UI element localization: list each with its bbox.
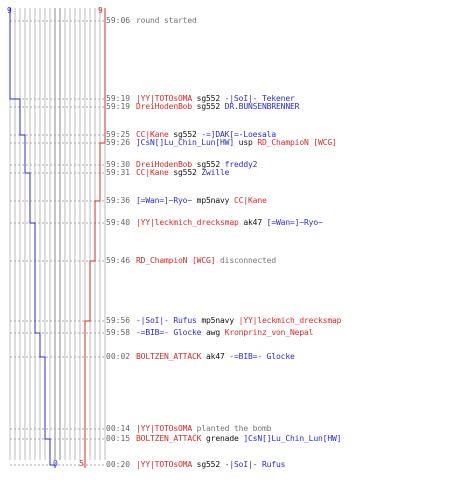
event-note: planted the bomb bbox=[192, 424, 272, 433]
player-name: ]CsN[]Lu_Chin_Lun[HW] bbox=[136, 138, 234, 147]
player-name: -|SoI|- Rufus bbox=[136, 316, 197, 325]
player-name: [=Wan=]~Ryo~ bbox=[266, 218, 323, 227]
event-row: DreiHodenBob sg552 DR.BUNSENBRENNER bbox=[136, 102, 299, 112]
player-name: -=BIB=- Glocke bbox=[136, 328, 202, 337]
weapon-label: awg bbox=[201, 328, 225, 337]
team-b-alive-line bbox=[84, 8, 106, 468]
event-row: CC|Kane sg552 Zwille bbox=[136, 168, 229, 178]
event-time: 59:06 bbox=[106, 16, 131, 25]
player-name: -|SoI|- Tekener bbox=[224, 94, 295, 103]
player-name: DreiHodenBob bbox=[136, 102, 192, 111]
event-time: 59:31 bbox=[106, 168, 131, 177]
player-name: BOLTZEN_ATTACK bbox=[136, 352, 202, 361]
team-b-start-count: 9 bbox=[98, 6, 103, 15]
player-name: |YY|leckmich_drecksmap bbox=[238, 316, 342, 325]
player-name: -|SoI|- Rufus bbox=[224, 460, 286, 469]
event-row: BOLTZEN_ATTACK ak47 -=BIB=- Glocke bbox=[136, 352, 295, 362]
weapon-label: usp bbox=[234, 138, 258, 147]
player-name: DreiHodenBob bbox=[136, 160, 192, 169]
player-name: RD_ChampioN [WCG] bbox=[136, 256, 216, 265]
weapon-label: mp5navy bbox=[196, 316, 239, 325]
event-row: round started bbox=[136, 16, 197, 26]
player-name: [=Wan=]~Ryo~ bbox=[136, 196, 192, 205]
weapon-label: sg552 bbox=[192, 94, 225, 103]
event-time: 59:25 bbox=[106, 130, 131, 139]
event-row: BOLTZEN_ATTACK grenade ]CsN[]Lu_Chin_Lun… bbox=[136, 434, 341, 444]
player-name: BOLTZEN_ATTACK bbox=[136, 434, 202, 443]
player-name: ]CsN[]Lu_Chin_Lun[HW] bbox=[243, 434, 342, 443]
weapon-label: mp5navy bbox=[192, 196, 234, 205]
player-name: Zwille bbox=[201, 168, 230, 177]
weapon-label: ak47 bbox=[238, 218, 267, 227]
weapon-label: sg552 bbox=[168, 168, 202, 177]
player-name: CC|Kane bbox=[136, 168, 169, 177]
weapon-label: sg552 bbox=[168, 130, 202, 139]
event-time: 59:30 bbox=[106, 160, 131, 169]
weapon-label: sg552 bbox=[192, 160, 225, 169]
player-name: |YY|TOTOsOMA bbox=[136, 424, 192, 433]
player-name: -=BIB=- Glocke bbox=[229, 352, 295, 361]
event-time: 00:02 bbox=[106, 352, 131, 361]
event-row: |YY|TOTOsOMA planted the bomb bbox=[136, 424, 271, 434]
event-time: 59:58 bbox=[106, 328, 131, 337]
event-note: round started bbox=[136, 16, 197, 25]
player-name: |YY|TOTOsOMA bbox=[136, 460, 192, 469]
player-name: DR.BUNSENBRENNER bbox=[224, 102, 300, 111]
event-row: -=BIB=- Glocke awg Kronprinz_von_Nepal bbox=[136, 328, 314, 338]
event-time: 59:26 bbox=[106, 138, 131, 147]
player-name: freddy2 bbox=[224, 160, 258, 169]
event-time: 59:19 bbox=[106, 94, 131, 103]
event-time: 59:56 bbox=[106, 316, 131, 325]
event-time: 59:40 bbox=[106, 218, 131, 227]
player-name: RD_ChampioN [WCG] bbox=[257, 138, 337, 147]
event-time: 59:46 bbox=[106, 256, 131, 265]
team-a-end-count: 0 bbox=[53, 459, 58, 468]
event-row: |YY|leckmich_drecksmap ak47 [=Wan=]~Ryo~ bbox=[136, 218, 323, 228]
player-name: Kronprinz_von_Nepal bbox=[224, 328, 314, 337]
event-time: 00:15 bbox=[106, 434, 131, 443]
team-a-start-count: 9 bbox=[7, 6, 12, 15]
event-time: 59:19 bbox=[106, 102, 131, 111]
player-name: -=]DAK[=-Loesala bbox=[201, 130, 277, 139]
event-row: CC|Kane sg552 -=]DAK[=-Loesala bbox=[136, 130, 276, 140]
event-row: RD_ChampioN [WCG] disconnected bbox=[136, 256, 276, 266]
event-note: disconnected bbox=[215, 256, 277, 265]
event-row: |YY|TOTOsOMA sg552 -|SoI|- Tekener bbox=[136, 94, 295, 104]
event-row: ]CsN[]Lu_Chin_Lun[HW] usp RD_ChampioN [W… bbox=[136, 138, 337, 148]
team-a-alive-line bbox=[9, 8, 56, 468]
event-row: DreiHodenBob sg552 freddy2 bbox=[136, 160, 257, 170]
player-name: |YY|TOTOsOMA bbox=[136, 94, 192, 103]
player-name: |YY|leckmich_drecksmap bbox=[136, 218, 239, 227]
event-time: 59:36 bbox=[106, 196, 131, 205]
player-name: CC|Kane bbox=[234, 196, 267, 205]
team-b-end-count: 5 bbox=[79, 459, 84, 468]
event-row: -|SoI|- Rufus mp5navy |YY|leckmich_dreck… bbox=[136, 316, 341, 326]
weapon-label: sg552 bbox=[192, 102, 225, 111]
player-name: CC|Kane bbox=[136, 130, 169, 139]
weapon-label: grenade bbox=[201, 434, 244, 443]
event-time: 00:14 bbox=[106, 424, 131, 433]
weapon-label: ak47 bbox=[201, 352, 230, 361]
weapon-label: sg552 bbox=[192, 460, 225, 469]
event-time: 00:20 bbox=[106, 460, 131, 469]
event-row: |YY|TOTOsOMA sg552 -|SoI|- Rufus bbox=[136, 460, 285, 470]
event-row: [=Wan=]~Ryo~ mp5navy CC|Kane bbox=[136, 196, 267, 206]
